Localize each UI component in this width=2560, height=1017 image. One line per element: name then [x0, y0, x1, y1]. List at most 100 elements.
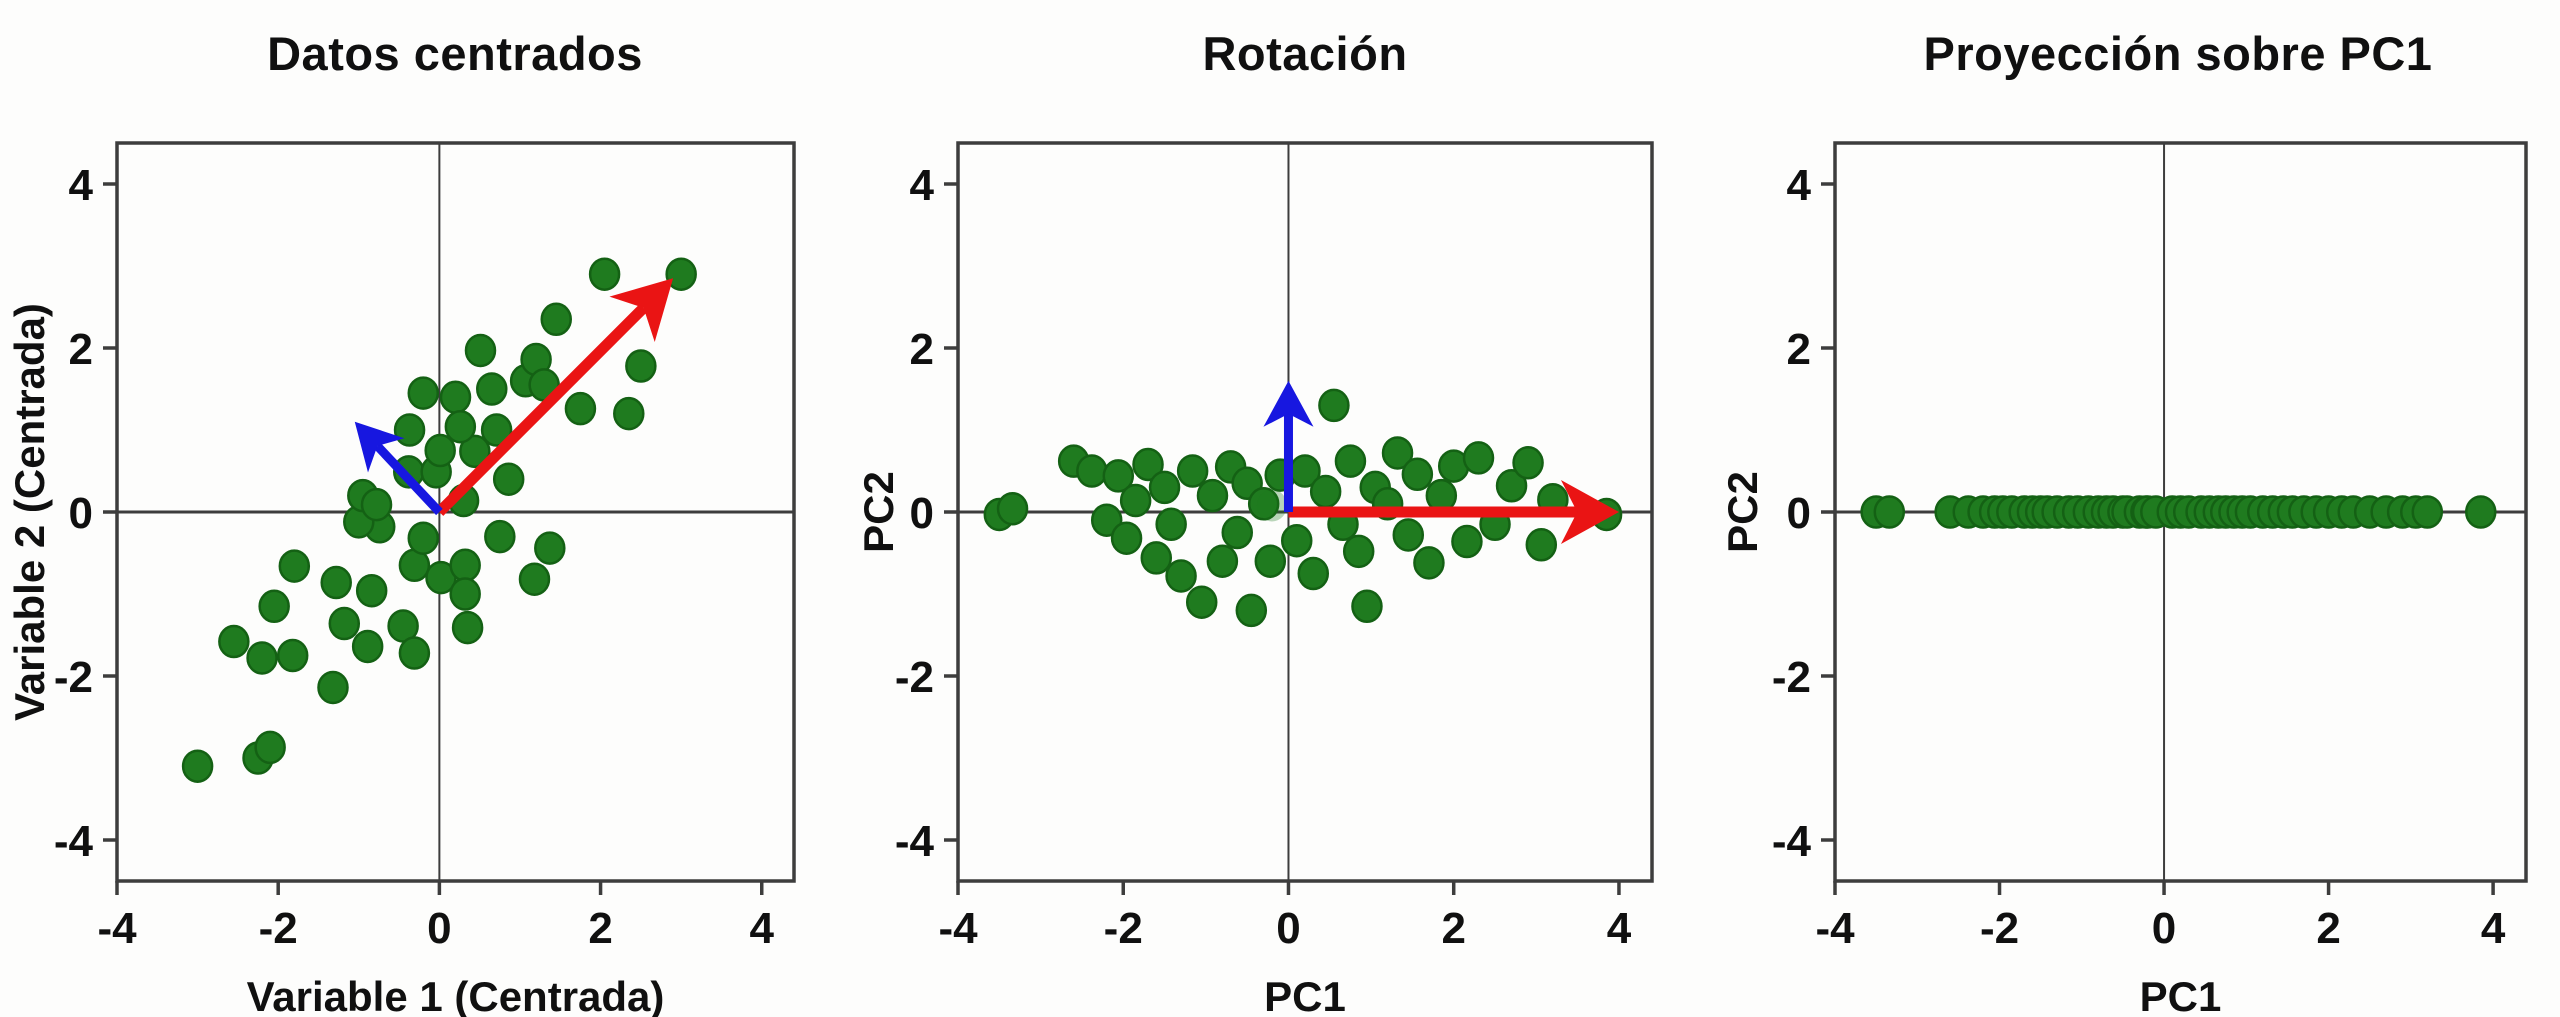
data-point [254, 730, 286, 765]
pc1-arrow-head [1560, 480, 1619, 544]
data-point [258, 589, 290, 624]
data-point [2465, 495, 2497, 529]
y-tick-label: -4 [895, 817, 935, 866]
y-tick-label: 4 [69, 161, 94, 210]
data-point [1297, 556, 1330, 591]
x-tick-label: 2 [1441, 904, 1465, 953]
faded-data-point [1256, 489, 1287, 522]
data-point [1334, 444, 1367, 478]
data-point [1401, 457, 1434, 492]
data-point [1873, 495, 1906, 529]
data-point [1351, 589, 1383, 624]
x-tick-label: -2 [259, 904, 298, 953]
y-tick-label: -4 [1772, 817, 1812, 866]
data-point [1512, 446, 1544, 480]
data-point [439, 380, 472, 414]
pc2-arrow-head [1263, 380, 1314, 427]
data-point [1451, 524, 1483, 559]
x-tick-label: -2 [1980, 904, 2019, 953]
x-axis-label: PC1 [1264, 973, 1346, 1017]
data-point [278, 549, 311, 583]
y-tick-label: 0 [69, 489, 93, 538]
y-tick-label: 2 [910, 325, 934, 374]
x-tick-label: 4 [2481, 904, 2506, 953]
data-point [407, 376, 440, 410]
data-point [1165, 559, 1197, 593]
data-point [464, 333, 497, 368]
data-point [355, 573, 388, 608]
x-tick-label: 0 [427, 904, 451, 953]
data-point [328, 606, 361, 641]
pc1-arrow-shaft [435, 303, 648, 516]
data-point [1090, 503, 1123, 537]
y-tick-label: 2 [1787, 325, 1811, 374]
y-axis-label: Variable 2 (Centrada) [6, 303, 53, 721]
x-tick-label: -4 [1815, 904, 1855, 953]
y-tick-label: -2 [54, 653, 93, 702]
y-tick-label: -2 [895, 653, 934, 702]
data-point [360, 487, 393, 522]
data-point [1342, 534, 1375, 569]
data-point [518, 562, 551, 596]
data-point [1495, 469, 1528, 503]
data-point [449, 577, 481, 611]
pc2-arrow-head [354, 421, 405, 473]
data-point [181, 749, 214, 783]
data-point [1318, 388, 1350, 423]
y-axis-label: PC2 [855, 471, 902, 553]
data-point [351, 629, 384, 664]
data-point [1196, 478, 1229, 513]
x-tick-label: -2 [1104, 904, 1143, 953]
data-point [1132, 447, 1164, 482]
data-point [1280, 523, 1313, 558]
y-tick-label: 0 [1787, 489, 1811, 538]
data-point [492, 462, 525, 496]
x-tick-label: 0 [2152, 904, 2176, 953]
x-tick-label: 4 [1607, 904, 1632, 953]
data-point [1076, 454, 1108, 488]
data-point [1206, 544, 1239, 578]
y-tick-label: 4 [1787, 161, 1812, 210]
data-point [449, 548, 481, 583]
data-point [1392, 518, 1425, 552]
data-point [218, 624, 250, 659]
data-point [407, 521, 440, 555]
data-point [1185, 585, 1218, 619]
x-tick-label: 2 [588, 904, 612, 953]
x-tick-label: 0 [1276, 904, 1300, 953]
data-point [1155, 507, 1187, 542]
y-tick-label: 2 [69, 325, 93, 374]
data-point [588, 257, 621, 291]
data-point [398, 636, 431, 670]
panel3-title: Proyección sobre PC1 [1924, 27, 2433, 80]
data-point [1140, 541, 1173, 575]
data-point [451, 610, 484, 645]
x-tick-label: -4 [938, 904, 978, 953]
y-tick-label: 0 [910, 489, 934, 538]
x-tick-label: 2 [2316, 904, 2340, 953]
plot-frame [956, 141, 1654, 883]
data-point [1247, 487, 1280, 521]
data-point [613, 396, 645, 431]
data-point [564, 391, 597, 426]
data-point [480, 413, 513, 447]
pc2-arrow-shaft [374, 442, 443, 516]
panel1-title: Datos centrados [267, 27, 643, 80]
data-point [1254, 544, 1287, 578]
data-point [476, 372, 508, 406]
x-axis-label: Variable 1 (Centrada) [247, 973, 665, 1017]
data-point [317, 670, 349, 705]
data-point [1381, 436, 1414, 470]
data-point [1221, 515, 1254, 550]
data-point [1462, 441, 1495, 475]
pc1-arrow-head [609, 278, 674, 342]
data-point [1413, 546, 1445, 580]
data-point [996, 491, 1029, 526]
data-point [1148, 470, 1181, 505]
data-point [1525, 528, 1558, 562]
panel-proyeccion-pc1: -4 -2 0 2 4 -4 -2 0 2 4 PC1 PC2 [1719, 141, 2528, 1017]
data-point [625, 349, 657, 383]
y-tick-label: -4 [54, 817, 94, 866]
data-point [246, 641, 278, 675]
